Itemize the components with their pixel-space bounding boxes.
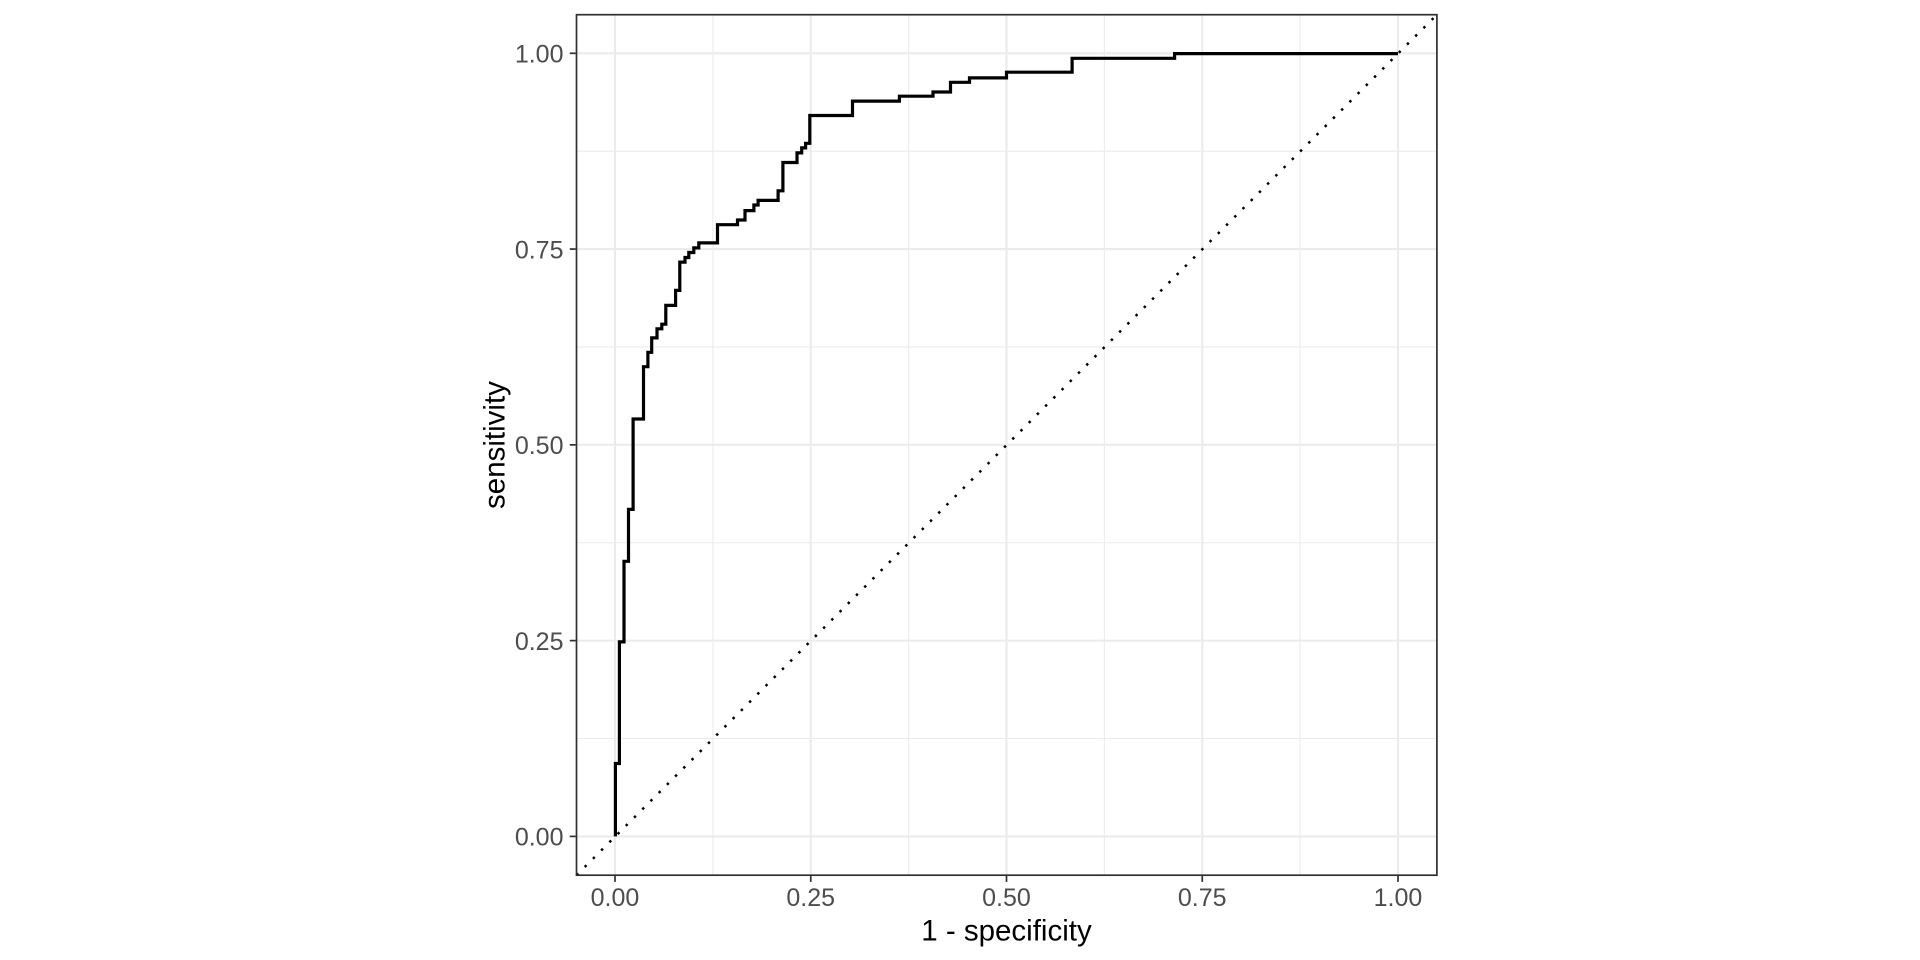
- svg-text:0.50: 0.50: [982, 884, 1031, 912]
- svg-text:sensitivity: sensitivity: [479, 381, 512, 509]
- svg-text:1 - specificity: 1 - specificity: [921, 915, 1092, 948]
- svg-text:0.00: 0.00: [515, 824, 564, 852]
- svg-text:0.50: 0.50: [515, 432, 564, 460]
- svg-text:0.75: 0.75: [1178, 884, 1227, 912]
- svg-text:0.25: 0.25: [786, 884, 835, 912]
- svg-text:0.00: 0.00: [591, 884, 640, 912]
- svg-text:0.25: 0.25: [515, 628, 564, 656]
- svg-text:1.00: 1.00: [515, 41, 564, 69]
- svg-text:1.00: 1.00: [1374, 884, 1423, 912]
- svg-text:0.75: 0.75: [515, 236, 564, 264]
